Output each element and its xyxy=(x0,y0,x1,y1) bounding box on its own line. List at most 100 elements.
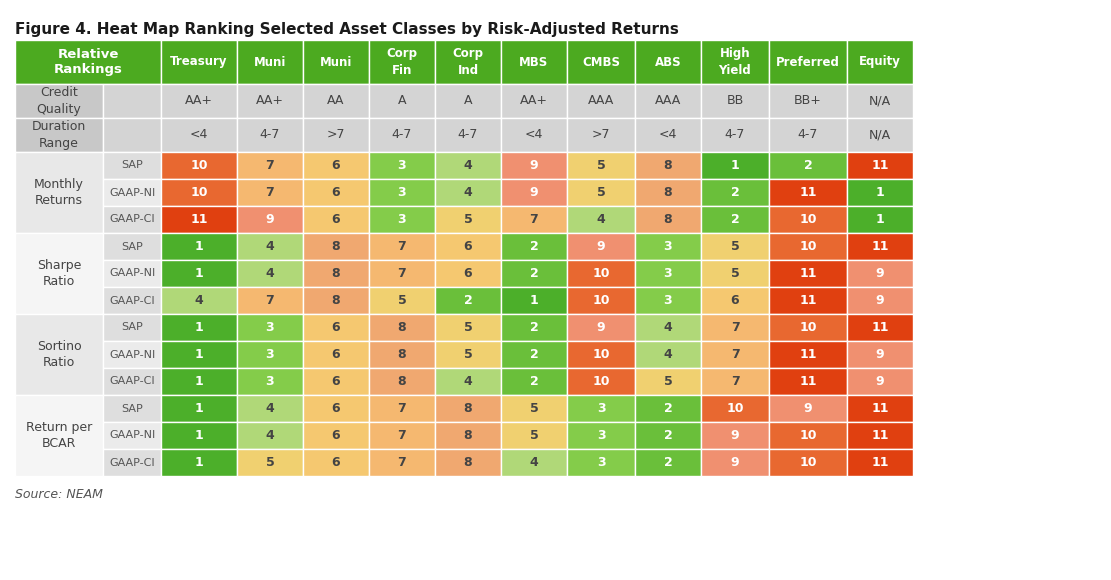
Bar xyxy=(161,179,237,206)
Text: >7: >7 xyxy=(592,129,610,142)
Text: 1: 1 xyxy=(194,321,203,334)
Text: 1: 1 xyxy=(194,402,203,415)
Text: 10: 10 xyxy=(592,267,610,280)
Text: AAA: AAA xyxy=(654,95,681,107)
Bar xyxy=(103,314,161,341)
Text: 2: 2 xyxy=(663,429,672,442)
Bar xyxy=(103,152,161,179)
Text: 9: 9 xyxy=(530,186,539,199)
Text: 10: 10 xyxy=(799,456,817,469)
Text: 3: 3 xyxy=(398,186,407,199)
Bar xyxy=(436,368,501,395)
Bar xyxy=(847,84,913,118)
Bar xyxy=(769,368,847,395)
Text: 8: 8 xyxy=(463,456,472,469)
Bar xyxy=(635,84,701,118)
Text: 7: 7 xyxy=(398,240,407,253)
Text: 1: 1 xyxy=(875,186,884,199)
Text: Muni: Muni xyxy=(320,56,352,68)
Text: 1: 1 xyxy=(194,240,203,253)
Text: 3: 3 xyxy=(398,213,407,226)
Bar xyxy=(567,341,635,368)
Text: SAP: SAP xyxy=(121,241,143,252)
Text: 11: 11 xyxy=(799,267,817,280)
Text: GAAP-NI: GAAP-NI xyxy=(109,187,156,198)
Bar xyxy=(237,179,303,206)
Bar xyxy=(501,341,567,368)
Text: 2: 2 xyxy=(530,348,539,361)
Text: AAA: AAA xyxy=(588,95,614,107)
Text: 11: 11 xyxy=(190,213,208,226)
Bar xyxy=(847,287,913,314)
Text: 2: 2 xyxy=(803,159,812,172)
Text: GAAP-CI: GAAP-CI xyxy=(109,376,154,386)
Bar xyxy=(103,118,161,152)
Bar xyxy=(303,422,369,449)
Bar xyxy=(635,206,701,233)
Text: 3: 3 xyxy=(663,294,672,307)
Bar xyxy=(103,233,161,260)
Text: N/A: N/A xyxy=(869,95,891,107)
Text: 7: 7 xyxy=(530,213,539,226)
Text: 4-7: 4-7 xyxy=(798,129,818,142)
Bar xyxy=(237,395,303,422)
Text: ABS: ABS xyxy=(654,56,681,68)
Bar xyxy=(161,287,237,314)
Text: Sharpe
Ratio: Sharpe Ratio xyxy=(37,259,81,288)
Bar xyxy=(567,368,635,395)
Bar xyxy=(436,233,501,260)
Text: >7: >7 xyxy=(327,129,346,142)
Bar xyxy=(103,206,161,233)
Bar xyxy=(16,40,161,84)
Bar xyxy=(303,179,369,206)
Text: GAAP-CI: GAAP-CI xyxy=(109,295,154,306)
Text: 8: 8 xyxy=(663,159,672,172)
Text: Corp
Ind: Corp Ind xyxy=(452,48,483,77)
Bar xyxy=(237,287,303,314)
Bar xyxy=(501,260,567,287)
Text: 4: 4 xyxy=(463,186,472,199)
Text: 7: 7 xyxy=(266,294,274,307)
Text: 9: 9 xyxy=(597,321,605,334)
Bar xyxy=(501,368,567,395)
Text: 5: 5 xyxy=(663,375,672,388)
Bar xyxy=(635,260,701,287)
Text: 6: 6 xyxy=(332,402,340,415)
Text: 11: 11 xyxy=(871,402,889,415)
Text: 10: 10 xyxy=(799,321,817,334)
Text: AA: AA xyxy=(328,95,344,107)
Bar xyxy=(237,314,303,341)
Bar xyxy=(369,368,436,395)
Text: 7: 7 xyxy=(398,429,407,442)
Text: 1: 1 xyxy=(731,159,740,172)
Text: 5: 5 xyxy=(463,348,472,361)
Bar xyxy=(303,395,369,422)
Text: 11: 11 xyxy=(871,240,889,253)
Bar xyxy=(567,233,635,260)
Bar xyxy=(303,449,369,476)
Bar xyxy=(237,152,303,179)
Text: 6: 6 xyxy=(332,429,340,442)
Text: Treasury: Treasury xyxy=(170,56,228,68)
Bar xyxy=(103,368,161,395)
Bar xyxy=(769,206,847,233)
Bar xyxy=(847,395,913,422)
Text: BB: BB xyxy=(727,95,743,107)
Bar xyxy=(237,341,303,368)
Bar xyxy=(701,260,769,287)
Text: 6: 6 xyxy=(332,456,340,469)
Bar xyxy=(161,84,237,118)
Text: 11: 11 xyxy=(799,375,817,388)
Text: 9: 9 xyxy=(875,348,884,361)
Bar xyxy=(16,314,103,395)
Bar xyxy=(436,206,501,233)
Text: 4: 4 xyxy=(266,267,274,280)
Text: 2: 2 xyxy=(731,186,740,199)
Bar xyxy=(501,287,567,314)
Bar xyxy=(701,449,769,476)
Bar xyxy=(436,314,501,341)
Bar xyxy=(161,314,237,341)
Bar xyxy=(303,40,369,84)
Bar xyxy=(161,341,237,368)
Text: 4-7: 4-7 xyxy=(392,129,412,142)
